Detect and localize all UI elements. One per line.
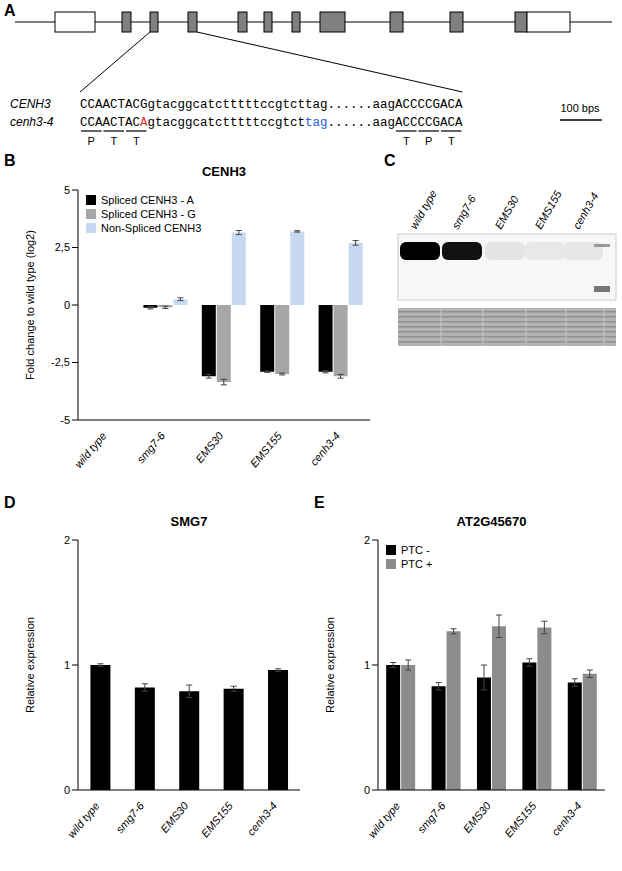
svg-text:CCAACTACGgtacggcatctttttccgtct: CCAACTACGgtacggcatctttttccgtcttag......a…	[80, 98, 463, 112]
svg-text:EMS155: EMS155	[502, 799, 539, 840]
svg-text:CENH3: CENH3	[10, 97, 51, 111]
svg-text:T: T	[133, 135, 140, 147]
svg-text:0: 0	[64, 784, 70, 796]
html-text:Non-Spliced CENH3: Non-Spliced CENH3	[101, 222, 202, 234]
svg-text:2,5: 2,5	[55, 241, 70, 253]
svg-text:P: P	[425, 135, 432, 147]
svg-text:P: P	[88, 135, 95, 147]
html-text:Spliced CENH3 - A: Spliced CENH3 - A	[101, 194, 194, 206]
svg-text:2: 2	[64, 534, 70, 546]
html-text:SMG7: SMG7	[170, 514, 208, 529]
svg-text:T: T	[110, 135, 117, 147]
svg-text:EMS30: EMS30	[461, 799, 494, 835]
html-text:CENH3: CENH3	[202, 164, 246, 179]
svg-text:T: T	[448, 135, 455, 147]
svg-text:wild type: wild type	[366, 800, 403, 840]
html-text:D: D	[4, 494, 16, 511]
svg-text:0: 0	[64, 299, 70, 311]
svg-text:1: 1	[64, 659, 70, 671]
svg-text:100 bps: 100 bps	[560, 102, 600, 114]
svg-text:CCAACTACAgtacggcatctttttccgtct: CCAACTACAgtacggcatctttttccgtcttag......a…	[80, 116, 463, 130]
svg-text:-2,5: -2,5	[51, 356, 70, 368]
svg-text:smg7-6: smg7-6	[415, 799, 448, 835]
svg-text:wild type: wild type	[72, 430, 109, 470]
svg-text:-5: -5	[60, 414, 70, 426]
svg-text:EMS30: EMS30	[193, 429, 226, 465]
svg-text:Relative expression: Relative expression	[324, 617, 336, 713]
svg-text:cenh3-4: cenh3-4	[570, 191, 600, 231]
svg-text:cenh3-4: cenh3-4	[245, 800, 280, 838]
svg-text:1: 1	[364, 659, 370, 671]
svg-text:wild type: wild type	[65, 800, 102, 840]
svg-text:T: T	[403, 135, 410, 147]
html-text:PTC -: PTC -	[401, 544, 430, 556]
svg-text:smg7-6: smg7-6	[449, 192, 478, 231]
svg-text:EMS30: EMS30	[492, 193, 521, 231]
html-text:A: A	[4, 2, 16, 19]
html-text:B: B	[4, 152, 16, 169]
svg-text:EMS155: EMS155	[248, 429, 285, 470]
svg-text:Fold change to wild type (log2: Fold change to wild type (log2)	[24, 230, 36, 380]
svg-text:cenh3-4: cenh3-4	[308, 430, 343, 468]
svg-text:0: 0	[364, 784, 370, 796]
svg-text:EMS155: EMS155	[199, 799, 236, 840]
svg-text:Relative expression: Relative expression	[24, 617, 36, 713]
svg-text:EMS30: EMS30	[158, 799, 191, 835]
svg-text:5: 5	[64, 184, 70, 196]
svg-text:smg7-6: smg7-6	[113, 799, 146, 835]
svg-text:cenh3-4: cenh3-4	[10, 115, 54, 129]
svg-text:EMS155: EMS155	[532, 188, 564, 231]
svg-text:2: 2	[364, 534, 370, 546]
html-text:C: C	[384, 152, 396, 169]
html-text:E: E	[314, 494, 325, 511]
svg-text:cenh3-4: cenh3-4	[549, 800, 584, 838]
html-text:Spliced CENH3 - G: Spliced CENH3 - G	[101, 208, 196, 220]
svg-text:wild type: wild type	[407, 188, 439, 231]
svg-text:smg7-6: smg7-6	[134, 429, 167, 465]
html-text:PTC +: PTC +	[401, 558, 433, 570]
html-text:AT2G45670: AT2G45670	[456, 514, 527, 529]
